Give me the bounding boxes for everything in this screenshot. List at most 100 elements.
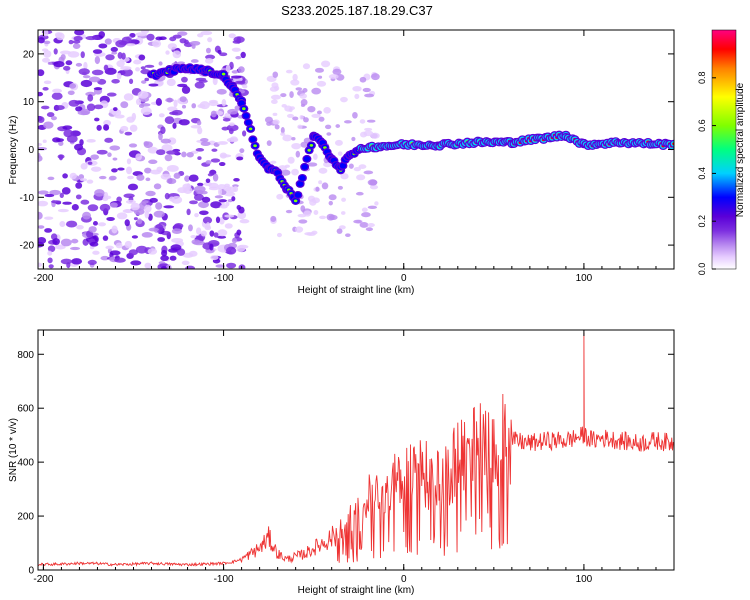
noise-blob [299,114,304,120]
noise-blob [126,166,133,175]
noise-blob [116,212,128,220]
noise-blob [207,173,214,177]
noise-blob [145,177,151,182]
noise-blob [202,216,213,224]
noise-blob [186,151,194,158]
noise-blob [307,105,316,113]
noise-blob [65,60,73,66]
noise-blob [164,154,173,162]
noise-blob [60,238,72,247]
noise-blob [207,37,213,43]
noise-blob [141,200,149,204]
noise-blob [90,154,100,160]
noise-blob [344,120,352,124]
noise-blob [314,67,324,73]
noise-blob [210,201,222,209]
colorbar-tick-label: 0.0 [697,263,707,276]
noise-blob [304,232,313,236]
noise-blob [145,190,156,197]
noise-blob [359,119,366,124]
noise-blob [130,260,142,266]
noise-blob [193,193,204,201]
ridge-core [248,127,253,131]
noise-blob [328,74,339,80]
y-tick-label: 20 [23,49,35,60]
noise-blob [171,195,183,204]
noise-blob [78,174,85,180]
noise-blob [179,96,187,103]
noise-blob [73,36,83,42]
noise-blob [234,80,246,85]
noise-blob [287,156,295,164]
noise-blob [353,219,362,224]
noise-blob [171,228,182,235]
noise-blob [135,245,148,254]
noise-blob [116,196,122,203]
noise-blob [55,32,65,41]
noise-blob [94,56,101,65]
noise-blob [87,259,97,266]
y-tick-label: -20 [20,241,35,252]
noise-blob [148,83,159,87]
noise-blob [65,220,78,228]
noise-blob [298,219,308,224]
noise-blob [117,167,125,171]
noise-blob [135,153,143,161]
noise-blob [328,200,333,206]
noise-blob [60,258,73,265]
noise-blob [72,43,81,49]
noise-blob [161,144,173,152]
noise-blob [88,76,101,83]
ridge-mid [238,100,245,106]
noise-blob [266,140,272,147]
noise-blob [126,158,132,165]
noise-blob [224,214,235,218]
ridge-core [253,144,257,148]
noise-blob [334,139,343,146]
noise-blob [193,185,206,193]
noise-blob [328,194,337,201]
noise-blob [216,88,227,95]
noise-blob [231,196,236,202]
noise-blob [340,173,349,180]
noise-blob [92,221,98,226]
noise-blob [186,208,191,216]
noise-blob [225,246,237,255]
noise-blob [355,191,364,196]
noise-blob [223,185,232,192]
noise-blob [158,132,163,141]
noise-blob [136,218,143,225]
noise-blob [341,211,346,215]
noise-blob [78,68,90,75]
noise-blob [149,197,158,203]
noise-blob [270,215,277,223]
noise-blob [38,211,43,220]
noise-blob [341,197,347,202]
noise-blob [127,183,139,191]
noise-blob [336,228,343,234]
noise-blob [59,50,72,55]
ridge-mid [294,192,302,198]
y-tick-label: 0 [28,566,34,577]
noise-blob [44,216,54,220]
noise-blob [156,166,163,172]
noise-blob [42,57,51,63]
noise-blob [219,204,228,209]
noise-blob [237,66,245,73]
noise-blob [141,80,147,84]
ridge-mid [339,162,347,169]
noise-blob [199,210,209,216]
noise-blob [190,235,197,239]
noise-blob [116,72,122,80]
noise-blob [38,190,49,195]
figure-title: S233.2025.187.18.29.C37 [281,3,433,18]
noise-blob [335,124,341,128]
noise-blob [177,61,186,65]
noise-blob [208,101,219,107]
noise-blob [103,191,109,199]
noise-blob [164,192,170,200]
noise-blob [225,64,231,73]
noise-blob [352,111,358,119]
ridge-core [307,148,311,152]
noise-blob [143,141,149,146]
